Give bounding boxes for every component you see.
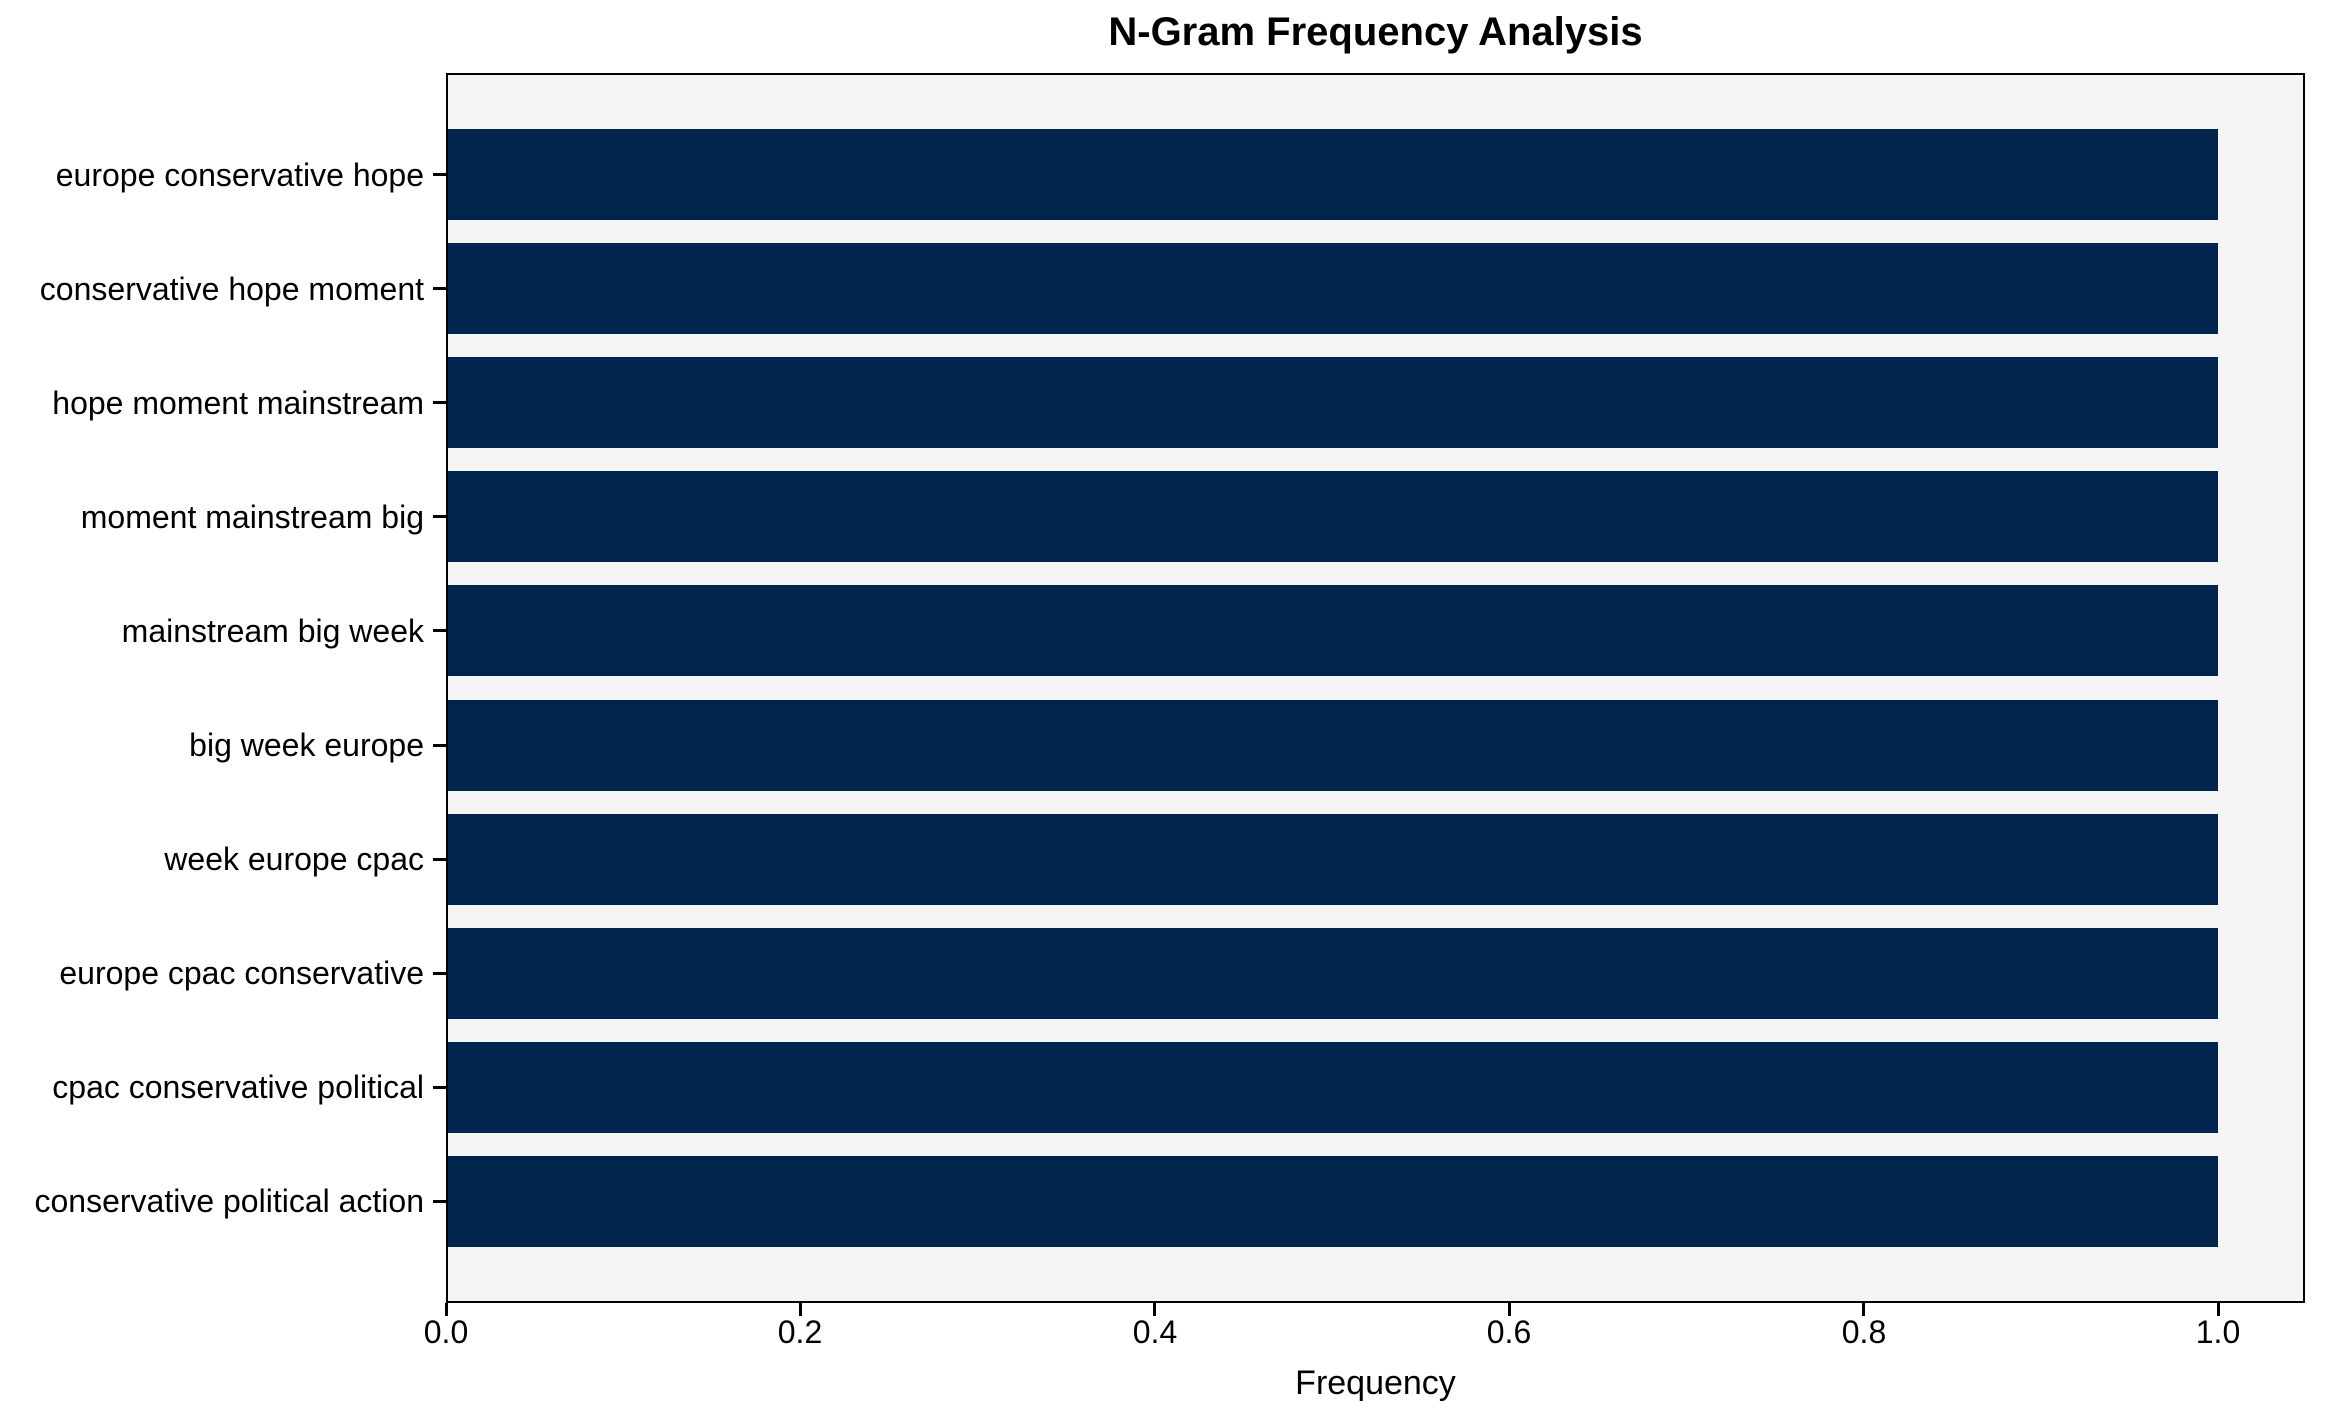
bar xyxy=(448,928,2218,1019)
bar xyxy=(448,1042,2218,1133)
y-tick-mark xyxy=(433,1200,446,1203)
plot-area xyxy=(446,73,2305,1303)
x-tick-mark xyxy=(1153,1303,1156,1316)
x-tick-label: 0.2 xyxy=(777,1314,823,1350)
y-tick-label: conservative hope moment xyxy=(39,271,424,307)
x-tick-label: 0.6 xyxy=(1486,1314,1532,1350)
bar xyxy=(448,243,2218,334)
bar xyxy=(448,471,2218,562)
y-tick-mark xyxy=(433,972,446,975)
bar xyxy=(448,357,2218,448)
y-tick-label: cpac conservative political xyxy=(52,1069,424,1105)
x-tick-label: 0.0 xyxy=(423,1314,469,1350)
x-tick-label: 1.0 xyxy=(2195,1314,2241,1350)
y-tick-mark xyxy=(433,858,446,861)
x-tick-mark xyxy=(2217,1303,2220,1316)
x-tick-mark xyxy=(799,1303,802,1316)
x-tick-mark xyxy=(1508,1303,1511,1316)
y-tick-label: hope moment mainstream xyxy=(52,385,424,421)
bar xyxy=(448,1156,2218,1247)
bar xyxy=(448,814,2218,905)
y-tick-label: europe cpac conservative xyxy=(59,955,424,991)
x-tick-label: 0.4 xyxy=(1132,1314,1178,1350)
y-tick-mark xyxy=(433,629,446,632)
y-tick-label: conservative political action xyxy=(34,1183,424,1219)
bar xyxy=(448,700,2218,791)
y-tick-label: mainstream big week xyxy=(121,613,424,649)
x-axis-label: Frequency xyxy=(1295,1364,1456,1402)
x-tick-mark xyxy=(1862,1303,1865,1316)
chart-title: N-Gram Frequency Analysis xyxy=(1108,10,1643,54)
bar xyxy=(448,585,2218,676)
y-tick-mark xyxy=(433,515,446,518)
y-tick-mark xyxy=(433,401,446,404)
y-tick-label: moment mainstream big xyxy=(80,499,424,535)
y-tick-mark xyxy=(433,1086,446,1089)
y-tick-mark xyxy=(433,287,446,290)
y-tick-mark xyxy=(433,173,446,176)
x-tick-label: 0.8 xyxy=(1841,1314,1887,1350)
y-tick-label: europe conservative hope xyxy=(55,157,424,193)
y-tick-label: big week europe xyxy=(189,727,424,763)
x-tick-mark xyxy=(445,1303,448,1316)
y-tick-label: week europe cpac xyxy=(164,841,424,877)
y-tick-mark xyxy=(433,744,446,747)
bar xyxy=(448,129,2218,220)
